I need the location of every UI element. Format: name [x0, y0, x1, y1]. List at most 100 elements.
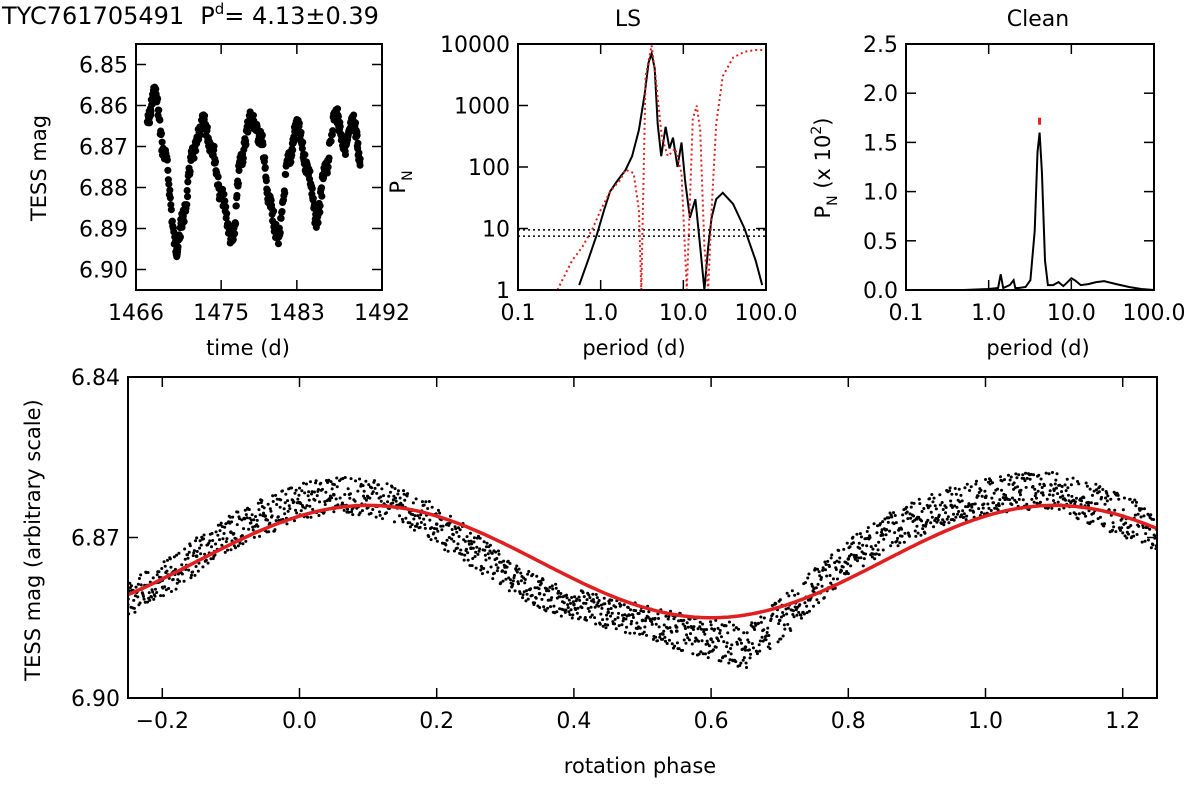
lightcurve-point [229, 237, 237, 245]
clean-power-line [906, 132, 1154, 290]
lightcurve-ytick-label: 6.89 [79, 218, 128, 243]
phase-point [332, 492, 336, 497]
phase-point [743, 645, 748, 649]
clean-ylabel-end: ) [811, 118, 835, 126]
lightcurve-point [208, 143, 216, 150]
clean-xtick-label: 100.0 [1123, 301, 1186, 326]
phase-point [1052, 487, 1056, 492]
phase-point [366, 495, 370, 500]
phase-point [880, 533, 885, 537]
ls-ytick-label: 10 [482, 218, 510, 243]
lightcurve-plot-area [143, 83, 364, 261]
phase-xlabel: rotation phase [564, 754, 716, 778]
lightcurve-xtick-label: 1475 [193, 301, 249, 326]
phase-point [675, 629, 679, 633]
lightcurve-point [160, 151, 168, 159]
phase-point [469, 546, 473, 550]
lightcurve-point [237, 155, 245, 163]
lightcurve-ytick-label: 6.86 [79, 95, 128, 120]
clean-xlabel: period (d) [986, 336, 1089, 360]
clean-title: Clean [1007, 7, 1069, 32]
ls-xlabel: period (d) [582, 336, 685, 360]
phase-point [777, 618, 782, 623]
phase-point [572, 602, 576, 607]
ls-ylabel-sub: N [400, 170, 416, 180]
clean-xtick-label: 10.0 [1047, 301, 1096, 326]
ls-xtick-label: 100.0 [735, 301, 798, 326]
ls-ytick-label: 1000 [454, 95, 510, 120]
lightcurve-point [151, 89, 159, 97]
phase-frame [127, 376, 1158, 699]
period-superscript: d [215, 0, 225, 18]
lightcurve-point [313, 216, 321, 224]
phase-point [640, 618, 645, 623]
lightcurve-point [341, 143, 349, 150]
phase-xtick-label: −0.2 [136, 709, 189, 734]
phase-ytick-label: 6.84 [71, 366, 120, 391]
phase-point [1086, 500, 1091, 505]
ls-frame [517, 43, 767, 291]
figure-title: TYC761705491 Pd= 4.13±0.39 [1, 0, 379, 30]
clean-ytick-label: 0.0 [863, 279, 898, 304]
phase-point [229, 530, 233, 534]
lightcurve-point [173, 245, 181, 253]
lightcurve-point [321, 167, 329, 175]
ls-panel: 0.1 1.0 10.0 100.0 1 10 100 1000 10000 [440, 33, 797, 326]
phase-point [949, 503, 953, 508]
phase-point [297, 500, 302, 505]
clean-xtick-label: 1.0 [971, 301, 1006, 326]
phase-fit-line [128, 503, 1157, 620]
lightcurve-ylabel: TESS mag [27, 115, 51, 222]
phase-ytick-label: 6.90 [71, 687, 120, 712]
clean-ylabel-rest: (x 10 [811, 135, 835, 196]
clean-ylabel-sup: 2 [809, 126, 825, 135]
phase-point [846, 557, 851, 561]
lightcurve-panel: 1466 1475 1483 1492 6.85 6.86 6.87 6.88 6.89 6.90 [79, 43, 410, 326]
clean-ytick-label: 1.0 [863, 181, 898, 206]
lightcurve-point [274, 233, 282, 241]
lightcurve-frame [135, 43, 383, 291]
lightcurve-point [246, 114, 254, 122]
clean-ytick-label: 1.5 [863, 131, 898, 156]
phase-xtick-label: 0.4 [556, 709, 591, 734]
lightcurve-ytick-label: 6.90 [79, 259, 128, 284]
ls-ytick-label: 1 [496, 279, 510, 304]
lightcurve-point [285, 155, 293, 163]
phase-point [1018, 490, 1022, 494]
phase-ytick-label: 6.87 [71, 527, 120, 552]
lightcurve-point [332, 110, 340, 118]
ls-xtick-label: 10.0 [659, 301, 708, 326]
lightcurve-ytick-label: 6.85 [79, 54, 128, 79]
period-value: = 4.13±0.39 [224, 2, 379, 30]
ls-ylabel-p: P [386, 181, 410, 194]
phase-xtick-label: 0.2 [419, 709, 454, 734]
phase-panel: −0.2 0.0 0.2 0.4 0.6 0.8 1.0 1.2 6.84 6.87 6.90 [71, 366, 1158, 734]
phase-point [537, 591, 542, 596]
lightcurve-point [356, 155, 364, 163]
phase-point [983, 495, 988, 500]
star-id: TYC761705491 [1, 2, 184, 30]
phase-plot-area [128, 471, 1157, 669]
phase-xtick-label: 0.0 [282, 709, 317, 734]
phase-point [709, 637, 713, 641]
ls-window-line [556, 45, 766, 290]
lightcurve-ytick-label: 6.87 [79, 136, 128, 161]
lightcurve-xtick-label: 1492 [354, 301, 410, 326]
phase-xtick-label: 1.0 [968, 709, 1003, 734]
ls-ylabel: PN [386, 170, 416, 193]
lightcurve-point [350, 118, 358, 126]
phase-point [915, 516, 919, 521]
lightcurve-xlabel: time (d) [206, 336, 290, 360]
lightcurve-point [303, 163, 311, 171]
lightcurve-point [143, 118, 151, 126]
phase-xtick-label: 0.8 [831, 709, 866, 734]
clean-ytick-label: 0.5 [863, 230, 898, 255]
phase-point [194, 554, 199, 559]
clean-plot-area [906, 117, 1154, 290]
phase-ylabel: TESS mag (arbitrary scale) [21, 399, 45, 681]
ls-xtick-label: 1.0 [583, 301, 618, 326]
lightcurve-point [265, 200, 273, 208]
lightcurve-point [257, 134, 265, 142]
phase-points [128, 471, 1157, 669]
